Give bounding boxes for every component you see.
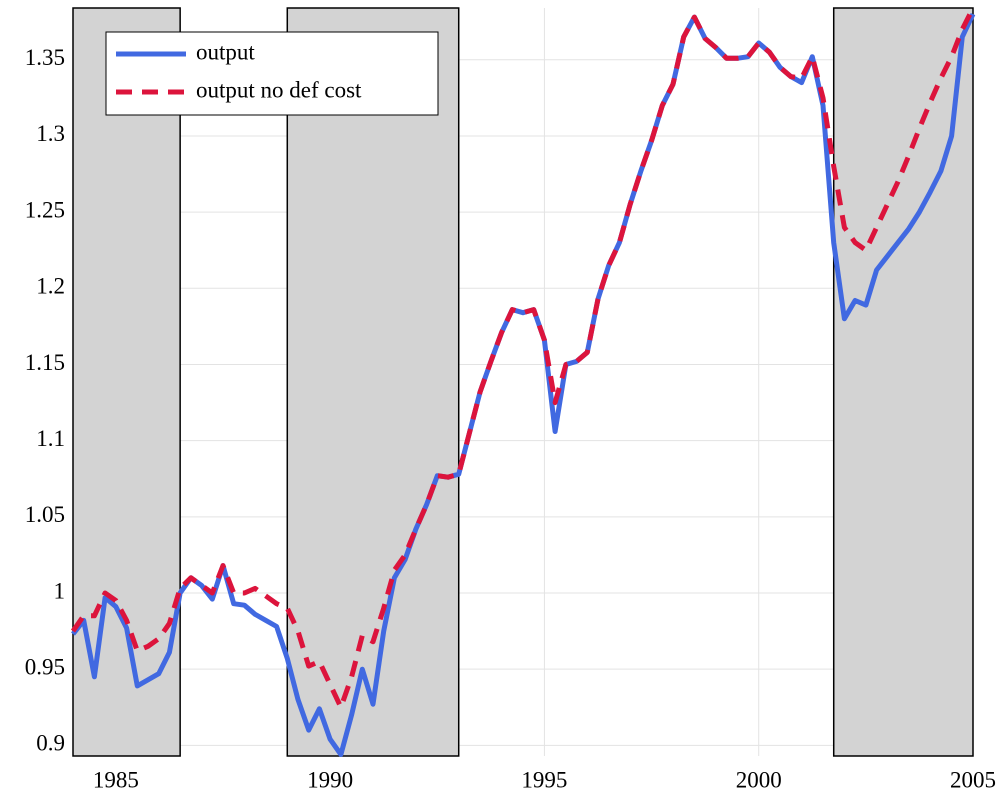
y-tick-label: 1.15: [25, 350, 65, 375]
y-tick-label: 1.2: [36, 274, 65, 299]
x-tick-label: 1990: [307, 767, 353, 792]
y-tick-label: 0.9: [36, 731, 65, 756]
x-tick-label: 1995: [521, 767, 567, 792]
series-line: [70, 6, 976, 710]
legend-box: [105, 31, 439, 116]
y-tick-label: 1.3: [36, 121, 65, 146]
y-tick-label: 0.95: [25, 654, 65, 679]
legend-label: output no def cost: [196, 77, 362, 102]
y-tick-label: 1.05: [25, 502, 65, 527]
shaded-region: [286, 7, 460, 757]
x-tick-label: 2005: [950, 767, 996, 792]
x-tick-label: 2000: [736, 767, 782, 792]
x-tick-label: 1985: [93, 767, 139, 792]
legend-label: output: [196, 39, 255, 64]
y-tick-label: 1.1: [36, 426, 65, 451]
y-tick-label: 1: [54, 578, 66, 603]
y-tick-label: 1.35: [25, 45, 65, 70]
y-tick-label: 1.25: [25, 197, 65, 222]
